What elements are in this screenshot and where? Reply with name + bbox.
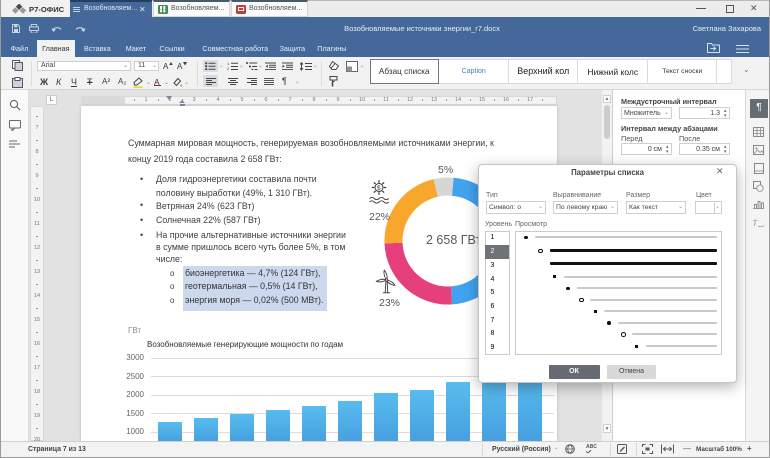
svg-text:T: T [753,218,759,228]
svg-text:1: 1 [227,62,230,66]
svg-text:2: 2 [227,66,230,70]
svg-text:$: $ [377,185,381,192]
